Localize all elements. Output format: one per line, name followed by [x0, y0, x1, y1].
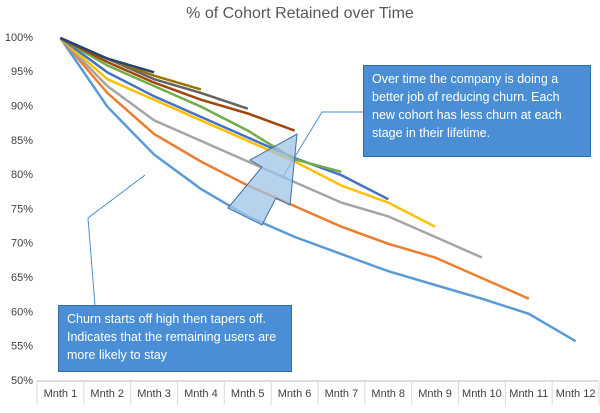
x-tick-label: Mnth 4 [184, 388, 218, 400]
x-tick-label: Mnth 12 [556, 388, 596, 400]
x-tick-label: Mnth 7 [325, 388, 359, 400]
y-tick-label: 100% [5, 32, 33, 44]
x-tick-label: Mnth 8 [371, 388, 405, 400]
y-tick-label: 70% [11, 238, 33, 250]
x-tick-label: Mnth 3 [137, 388, 171, 400]
series-line [59, 36, 155, 74]
y-tick-label: 50% [11, 375, 33, 387]
annotation-box: Churn starts off high then tapers off. I… [58, 305, 292, 372]
y-tick-label: 65% [11, 272, 33, 284]
x-tick-label: Mnth 9 [418, 388, 452, 400]
trend-arrow [227, 133, 298, 226]
y-tick-label: 60% [11, 306, 33, 318]
series-line [59, 36, 296, 132]
annotation-box: Over time the company is doing a better … [363, 65, 591, 157]
series-line [59, 37, 530, 300]
series-line [59, 36, 389, 201]
series-line [59, 37, 436, 228]
y-tick-label: 80% [11, 169, 33, 181]
x-tick-label: Mnth 11 [509, 388, 548, 400]
callout-line [87, 174, 146, 306]
series-line [59, 36, 342, 174]
chart-title: % of Cohort Retained over Time [186, 5, 414, 22]
x-tick-label: Mnth 6 [278, 388, 312, 400]
y-tick-label: 75% [11, 203, 33, 215]
x-tick-label: Mnth 2 [90, 388, 124, 400]
x-tick-label: Mnth 10 [462, 388, 502, 400]
y-tick-label: 95% [11, 66, 33, 78]
series-line [59, 37, 577, 343]
y-tick-label: 55% [11, 341, 33, 353]
x-tick-label: Mnth 1 [44, 388, 78, 400]
y-tick-label: 85% [11, 135, 33, 147]
x-tick-label: Mnth 5 [231, 388, 265, 400]
series-line [59, 36, 249, 110]
y-tick-label: 90% [11, 101, 33, 113]
